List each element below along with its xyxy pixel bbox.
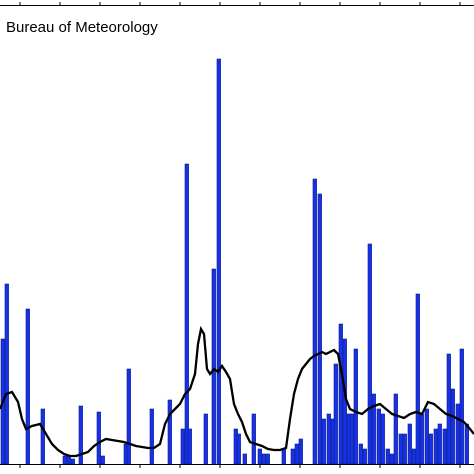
bar (358, 443, 363, 465)
bar (216, 58, 221, 465)
bar (393, 393, 398, 465)
bar (353, 348, 358, 465)
bar (338, 323, 343, 465)
bar (242, 453, 247, 465)
bar (96, 411, 101, 465)
bar (459, 348, 464, 465)
bar (376, 408, 381, 465)
bar (70, 458, 75, 465)
bar (312, 178, 317, 465)
bar (40, 408, 45, 465)
bar (385, 448, 390, 465)
bar (149, 408, 154, 465)
bar (25, 308, 30, 465)
bar (349, 413, 354, 465)
bar (333, 363, 338, 465)
bar (203, 413, 208, 465)
bar (184, 163, 189, 465)
bar (402, 433, 407, 465)
bar (326, 413, 331, 465)
bar (281, 448, 286, 465)
bar (265, 453, 270, 465)
bar (464, 423, 469, 465)
bar (126, 368, 131, 465)
bar (419, 413, 424, 465)
bar (424, 408, 429, 465)
bar (380, 413, 385, 465)
bar (290, 448, 295, 465)
bar (367, 243, 372, 465)
bar (66, 455, 71, 465)
bar (251, 413, 256, 465)
bar (437, 423, 442, 465)
bar (407, 423, 412, 465)
bar (450, 388, 455, 465)
bar (362, 448, 367, 465)
x-ticks (19, 464, 461, 468)
bar (187, 428, 192, 465)
bar (211, 268, 216, 465)
bar (411, 448, 416, 465)
bar (446, 353, 451, 465)
bar (294, 443, 299, 465)
bar (62, 455, 67, 465)
bar (167, 399, 172, 465)
bar (180, 428, 185, 465)
bar (433, 428, 438, 465)
chart-title: Bureau of Meteorology (6, 19, 158, 36)
bar (4, 283, 9, 465)
bar (389, 453, 394, 465)
top-ticks (19, 2, 461, 6)
bars-layer (0, 58, 469, 465)
bar (321, 418, 326, 465)
bar (257, 448, 262, 465)
bar (317, 193, 322, 465)
bar (398, 433, 403, 465)
bar (428, 433, 433, 465)
bar (236, 433, 241, 465)
bar (442, 428, 447, 465)
bar (261, 453, 266, 465)
bar (455, 403, 460, 465)
average-line (0, 325, 474, 458)
bar (100, 455, 105, 465)
bar (298, 438, 303, 465)
bar (415, 293, 420, 465)
